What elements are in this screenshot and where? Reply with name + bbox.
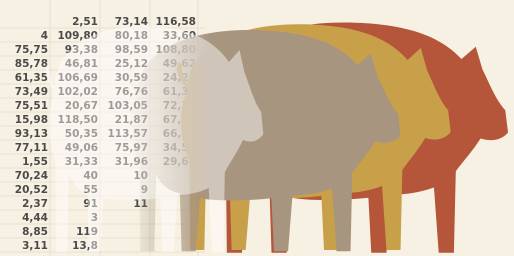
- table-cell: 15,98: [15, 114, 48, 126]
- table-cell: 4: [41, 30, 48, 42]
- table-cell: 75,51: [15, 100, 48, 112]
- table-cell: 61,35: [15, 72, 48, 84]
- table-cell: 2,37: [22, 198, 48, 210]
- table-cell: 116,58: [155, 16, 196, 28]
- table-cell: 20,52: [15, 184, 48, 196]
- table-cell: 77,11: [15, 142, 48, 154]
- table-cell: 2,51: [72, 16, 98, 28]
- page: 2,5173,14116,584109,8080,1833,6075,7593,…: [0, 0, 514, 256]
- table-cell: 3,11: [22, 240, 48, 252]
- table-cell: 1,55: [22, 156, 48, 168]
- table-cell: 8,85: [22, 226, 48, 238]
- table-cell: 73,49: [15, 86, 48, 98]
- table-cell: 93,13: [15, 128, 48, 140]
- table-cell: 85,78: [15, 58, 48, 70]
- table-cell: 70,24: [15, 170, 48, 182]
- table-cell: 75,75: [15, 44, 48, 56]
- table-cell: 73,14: [115, 16, 148, 28]
- illustration: 2,5173,14116,584109,8080,1833,6075,7593,…: [0, 0, 514, 256]
- table-cell: 4,44: [22, 212, 48, 224]
